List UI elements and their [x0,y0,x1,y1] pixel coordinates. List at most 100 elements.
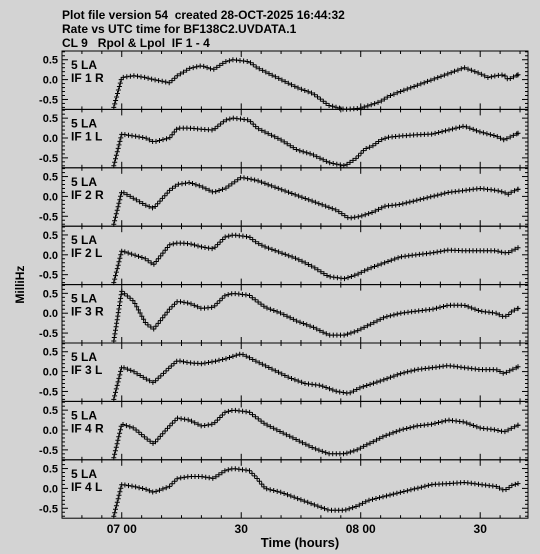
data-point [113,386,119,392]
data-point [155,256,161,262]
data-point [209,246,215,252]
data-point [380,494,386,500]
data-point [142,74,148,80]
data-point [212,420,218,426]
data-point [117,80,123,86]
data-point [318,504,324,510]
data-point [298,497,304,503]
data-point [295,85,301,91]
data-point [142,320,148,325]
data-point [320,383,326,389]
data-point [412,367,418,373]
data-point [181,69,186,75]
data-point [311,324,316,330]
data-point [118,292,124,298]
data-point [195,304,201,310]
data-point [407,199,413,205]
data-point [164,245,170,250]
data-point [384,94,390,100]
data-point [157,318,163,324]
data-point [417,196,423,202]
data-point [190,181,195,186]
data-point [115,379,121,385]
data-point [303,441,309,447]
data-point [371,320,377,326]
data-point [118,252,124,258]
data-point [116,306,122,312]
data-point [193,182,199,188]
data-point [252,414,258,420]
data-point [506,312,512,317]
data-point [162,193,168,199]
data-point [181,359,186,365]
data-point [374,379,380,385]
data-point [507,134,513,140]
y-axis-label: MilliHz [13,266,27,304]
data-point [414,197,420,203]
data-point [299,379,305,385]
data-point [253,358,259,364]
data-point [337,162,343,168]
data-point [452,68,457,74]
data-point [118,368,124,374]
data-point [421,80,427,86]
data-point [124,366,130,372]
data-point [450,126,455,132]
data-point [115,496,121,502]
panel-frame [61,108,529,169]
data-point [214,417,220,423]
data-point [254,476,260,481]
data-point [116,492,122,498]
data-point [155,436,161,442]
data-point [116,142,122,148]
data-point [330,161,336,166]
data-point [117,299,123,305]
data-point [272,248,278,254]
x-axis-label: Time (hours) [261,535,340,550]
data-point [352,272,358,278]
data-point [502,429,508,435]
data-point [243,467,249,473]
data-point [439,419,445,425]
y-tick-label: -0.5 [39,153,58,165]
data-point [495,428,501,433]
data-point [166,365,172,371]
data-point [269,366,275,372]
data-point [429,131,435,137]
data-point [155,375,161,381]
data-point [169,304,175,310]
data-point [210,475,216,481]
data-point [284,313,290,319]
data-series [111,407,521,461]
data-point [418,81,424,87]
data-point [381,377,387,383]
data-point [264,486,270,492]
data-point [478,71,484,77]
data-series [111,288,521,344]
data-point [371,380,376,386]
data-point [112,276,118,282]
data-point [457,124,462,130]
data-point [375,99,381,105]
data-point [117,255,123,261]
data-point [274,488,280,494]
data-point [163,485,169,491]
data-point [287,143,293,149]
data-point [502,73,508,79]
data-point [259,361,265,367]
data-point [156,78,162,84]
data-point [385,259,391,264]
data-point [411,84,417,89]
data-point [112,331,118,337]
data-point [226,233,232,239]
data-point [185,300,191,306]
data-point [115,310,121,316]
data-point [441,304,446,309]
data-point [499,249,505,255]
data-point [118,485,124,491]
data-point [296,257,302,263]
data-point [262,129,268,135]
data-series [111,115,521,169]
data-point [192,242,197,248]
